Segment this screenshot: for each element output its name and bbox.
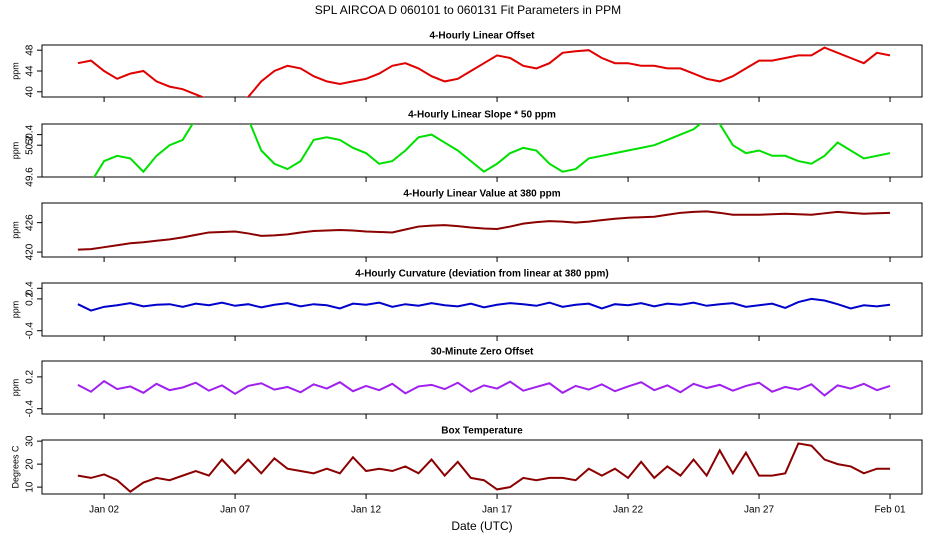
- x-tick-label: Jan 17: [482, 505, 512, 516]
- y-tick-label: 426: [25, 214, 36, 231]
- y-tick-label: 49.6: [25, 167, 36, 187]
- y-axis-label: ppm: [10, 142, 20, 160]
- panel-title: Box Temperature: [441, 426, 523, 437]
- panel-title: 4-Hourly Linear Offset: [429, 31, 535, 42]
- y-tick-label: 44: [25, 65, 36, 77]
- y-tick-label: 50.2: [25, 135, 36, 155]
- panel-title: 30-Minute Zero Offset: [431, 347, 534, 358]
- panel-frame: [41, 123, 923, 178]
- y-tick-label: -0.4: [25, 322, 36, 340]
- x-tick-label: Jan 07: [220, 505, 250, 516]
- panel-frame: [41, 360, 923, 415]
- y-tick-label: 48: [25, 44, 36, 56]
- x-tick-label: Jan 22: [613, 505, 643, 516]
- y-tick-label: 0.2: [25, 370, 36, 384]
- panel-frame: [41, 439, 923, 495]
- y-tick-label: 20: [25, 458, 36, 470]
- data-line: [77, 442, 891, 493]
- y-tick-label: 30: [25, 435, 36, 447]
- data-line: [77, 297, 891, 312]
- y-tick-label: 10: [25, 481, 36, 493]
- panel-frame: [41, 44, 923, 98]
- data-line: [77, 379, 891, 397]
- x-tick-label: Jan 12: [351, 505, 381, 516]
- data-line: [77, 46, 891, 97]
- page-title: SPL AIRCOA D 060101 to 060131 Fit Parame…: [315, 3, 621, 17]
- y-tick-label: 50.4: [25, 124, 36, 144]
- y-tick-label: 0.2: [25, 292, 36, 306]
- x-tick-label: Jan 02: [89, 505, 119, 516]
- y-tick-label: -0.4: [25, 400, 36, 418]
- y-axis-label: ppm: [10, 62, 20, 80]
- y-axis-label: ppm: [10, 221, 20, 239]
- y-tick-label: 420: [25, 243, 36, 260]
- y-tick-label: 40: [25, 86, 36, 98]
- x-tick-label: Feb 01: [874, 505, 906, 516]
- x-axis-label: Date (UTC): [451, 519, 512, 533]
- y-axis-label: Degrees C: [10, 445, 20, 489]
- panel-frame: [41, 202, 923, 258]
- y-axis-label: ppm: [10, 301, 20, 319]
- panel-title: 4-Hourly Linear Slope * 50 ppm: [408, 110, 556, 121]
- data-line: [93, 124, 891, 177]
- y-axis-label: ppm: [10, 379, 20, 397]
- panel-frame: [41, 282, 923, 337]
- y-tick-label: 0.4: [25, 281, 36, 295]
- x-tick-label: Jan 27: [744, 505, 774, 516]
- panel-title: 4-Hourly Curvature (deviation from linea…: [355, 269, 608, 280]
- data-line: [77, 210, 891, 251]
- panel-title: 4-Hourly Linear Value at 380 ppm: [403, 189, 560, 200]
